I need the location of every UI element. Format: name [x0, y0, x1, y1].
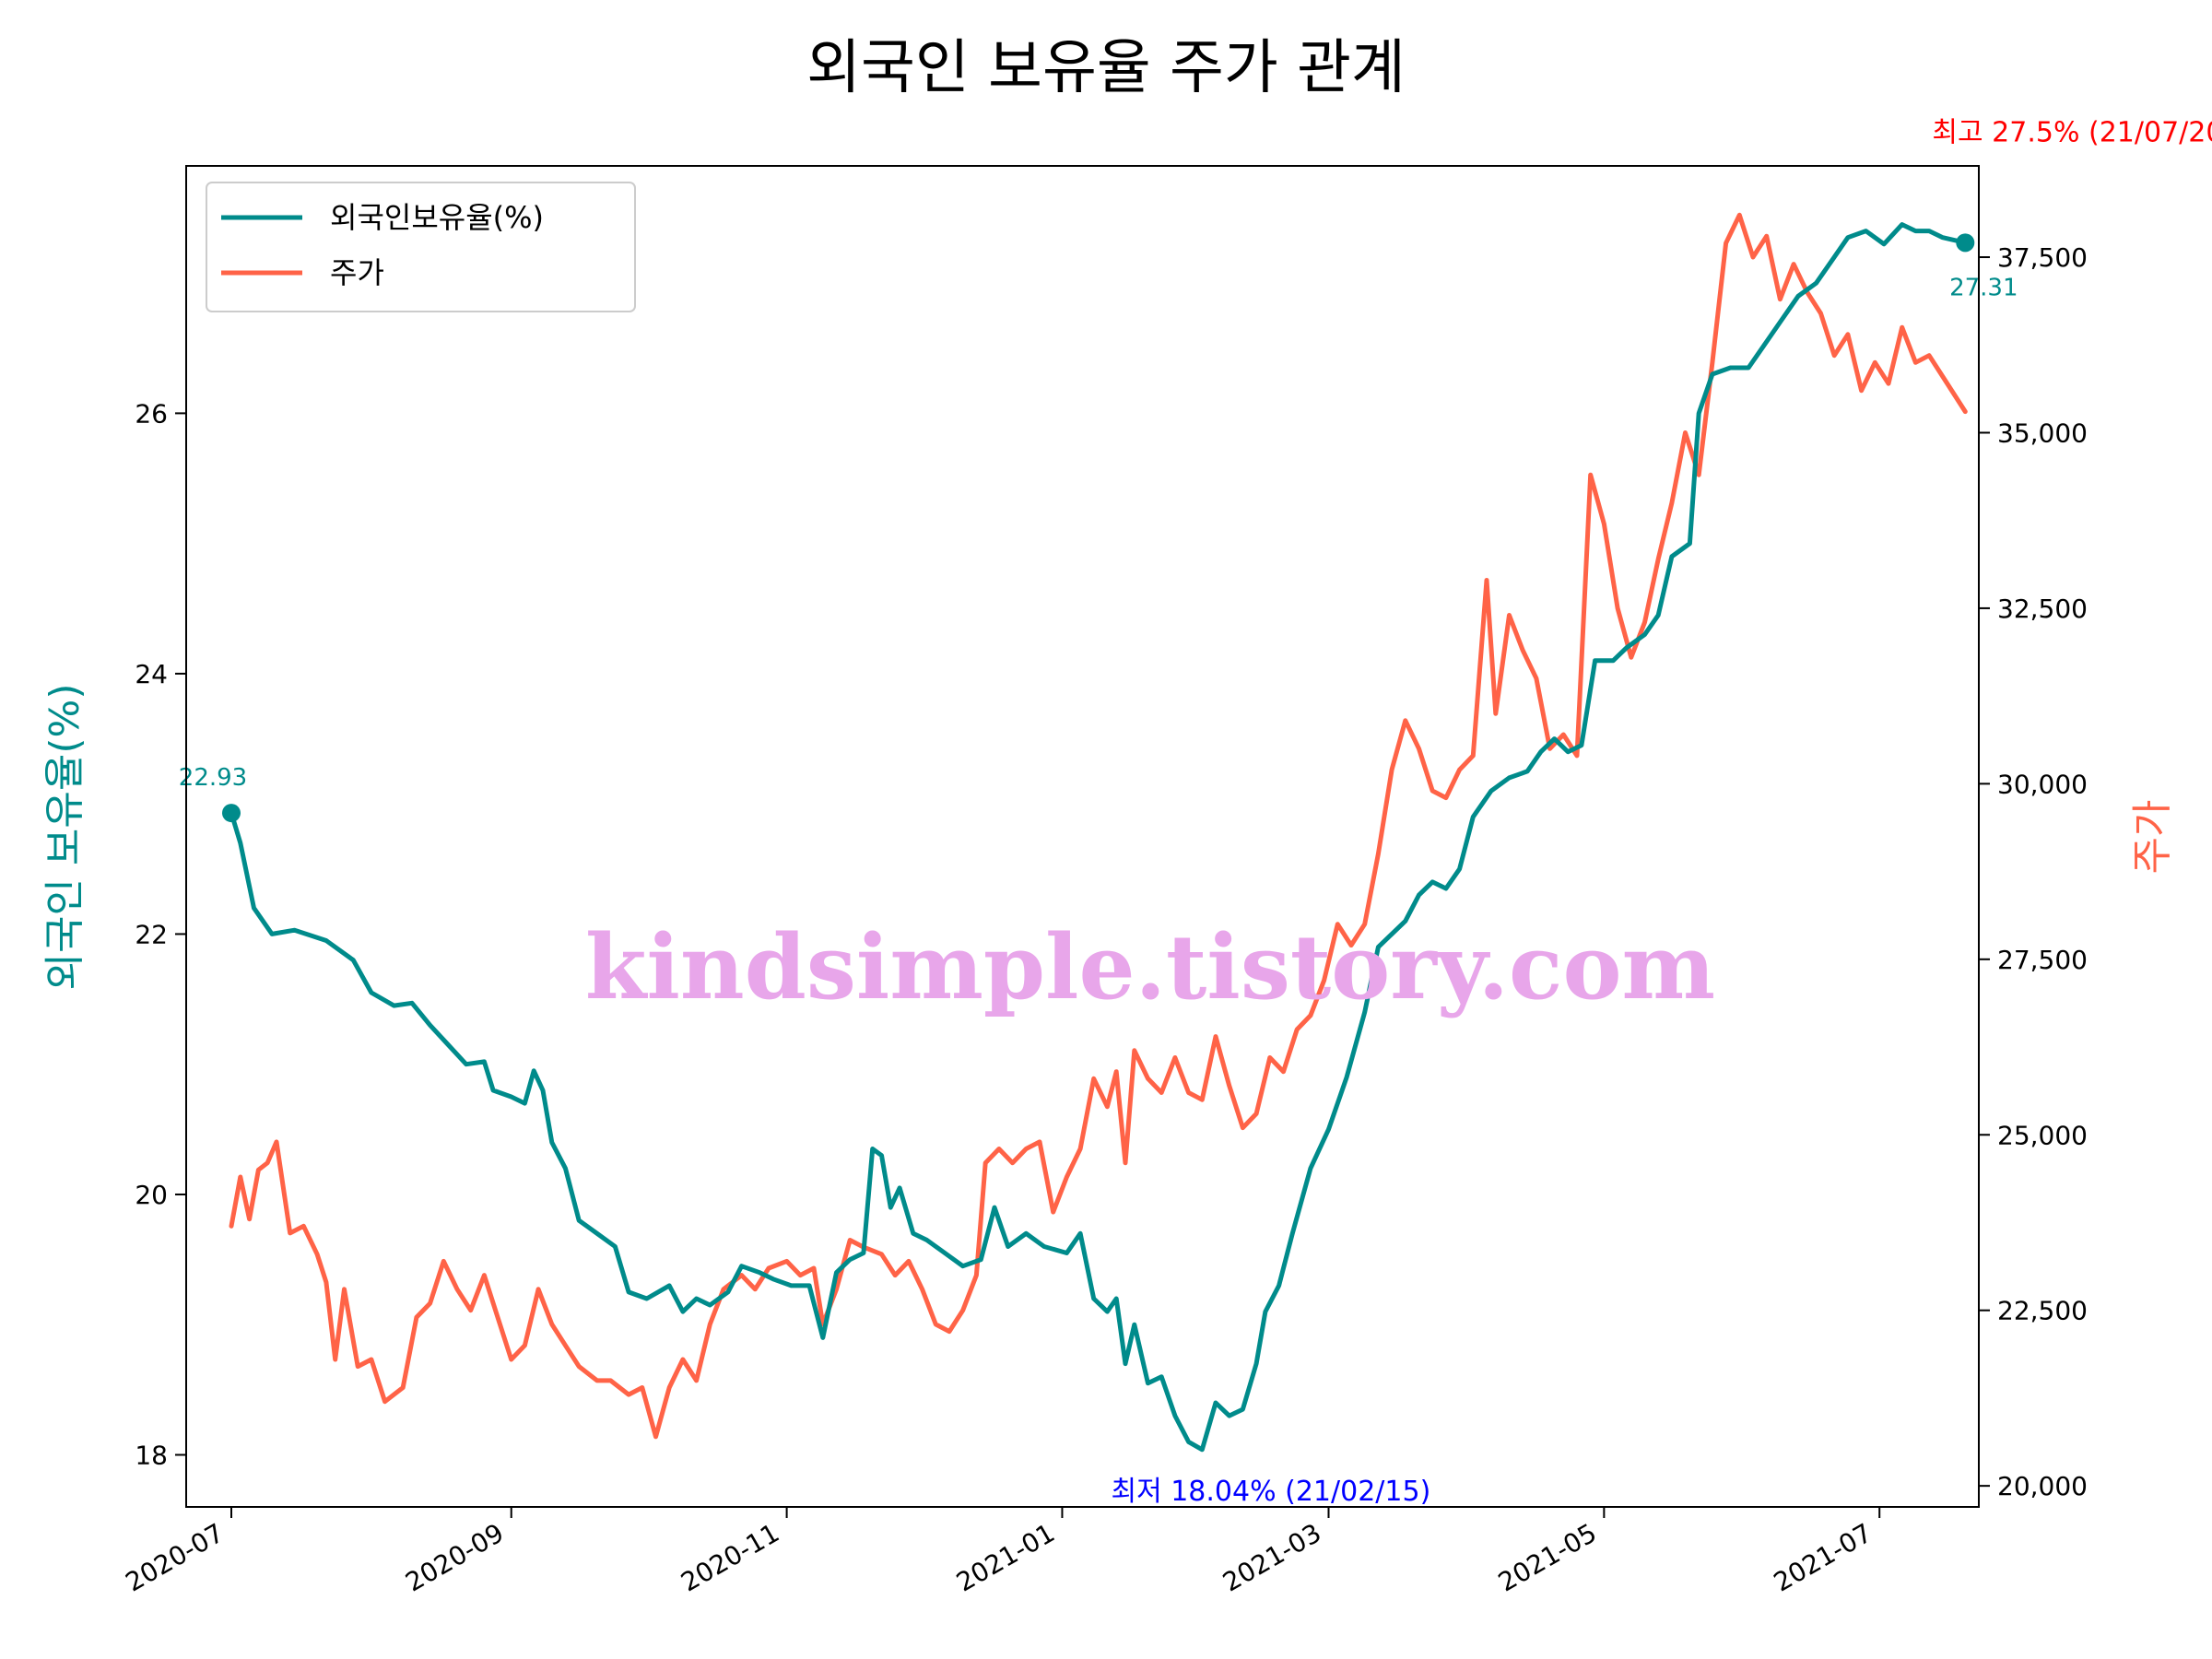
y-left-tick-label: 18: [135, 1440, 168, 1470]
legend: 외국인보유율(%) 주가: [206, 182, 636, 312]
y-left-tick-label: 26: [135, 398, 168, 429]
y-right-tick-label: 37,500: [1997, 242, 2088, 273]
series-line-foreign-holding: [229, 222, 1968, 1453]
min-label: 최저 18.04% (21/02/15): [1111, 1476, 1430, 1508]
y-right-tick-label: 30,000: [1997, 769, 2088, 799]
chart-title: 외국인 보유율 주가 관계: [806, 34, 1406, 102]
start-label: 22.93: [179, 764, 247, 792]
series-layer: [229, 212, 1968, 1453]
y-right-tick-label: 22,500: [1997, 1296, 2088, 1326]
y-left-tick-label: 20: [135, 1180, 168, 1210]
legend-label-price: 주가: [330, 255, 384, 290]
watermark: kindsimple.tistory.com: [585, 915, 1715, 1019]
max-label: 최고 27.5% (21/07/20): [1932, 117, 2212, 149]
y-right-tick-label: 32,500: [1997, 594, 2088, 624]
legend-label-foreign: 외국인보유율(%): [330, 200, 544, 235]
end-label: 27.31: [1949, 274, 2018, 301]
start-marker: [221, 804, 241, 823]
y-right-tick-label: 35,000: [1997, 418, 2088, 448]
y-axis-left: 18 20 22 24 26: [135, 398, 186, 1470]
series-line-stock-price: [229, 212, 1968, 1440]
y-axis-right-label: 주가: [2129, 800, 2176, 875]
annotation-layer: 22.93 27.31 최고 27.5% (21/07/20) 최저 18.04% (…: [179, 117, 2212, 1508]
y-left-tick-label: 22: [135, 919, 168, 949]
legend-box: [206, 182, 636, 312]
plot-frame: [185, 165, 1980, 1508]
y-right-tick-label: 27,500: [1997, 945, 2088, 975]
y-axis-left-label: 외국인 보유율(%): [41, 683, 88, 990]
y-axis-right: 20,000 22,500 25,000 27,500 30,000 32,500 35,0…: [1979, 242, 2088, 1501]
y-right-tick-label: 20,000: [1997, 1471, 2088, 1501]
y-left-tick-label: 24: [135, 659, 168, 689]
end-marker: [1956, 233, 1975, 253]
y-right-tick-label: 25,000: [1997, 1120, 2088, 1150]
